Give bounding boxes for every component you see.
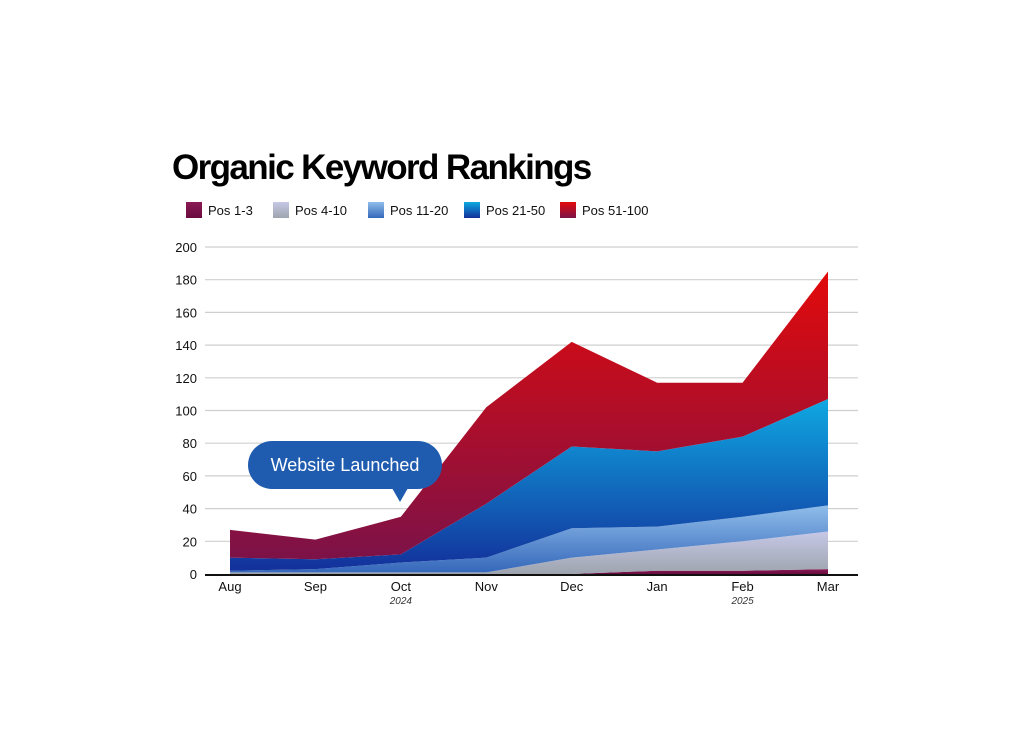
- y-tick-label: 200: [175, 240, 197, 255]
- y-tick-label: 20: [183, 534, 197, 549]
- x-tick-label: Dec: [560, 579, 584, 594]
- legend-swatch: [464, 202, 480, 218]
- x-tick-label: Aug: [218, 579, 241, 594]
- legend-item[interactable]: Pos 4-10: [273, 202, 347, 218]
- legend-item[interactable]: Pos 1-3: [186, 202, 253, 218]
- y-tick-label: 160: [175, 305, 197, 320]
- legend-swatch: [186, 202, 202, 218]
- legend-swatch: [273, 202, 289, 218]
- year-label: 2025: [730, 596, 754, 607]
- year-label: 2024: [389, 596, 413, 607]
- legend-label: Pos 11-20: [390, 202, 449, 218]
- x-tick-label: Mar: [817, 579, 840, 594]
- legend-label: Pos 21-50: [486, 202, 546, 218]
- area-pos-51-100: [230, 271, 828, 560]
- x-tick-label: Feb: [731, 579, 753, 594]
- y-tick-label: 180: [175, 273, 197, 288]
- annotation-website-launched: Website Launched: [248, 441, 442, 502]
- chart-title: Organic Keyword Rankings: [172, 148, 592, 187]
- x-tick-label: Jan: [647, 579, 668, 594]
- y-tick-label: 140: [175, 338, 197, 353]
- area-pos-21-50: [230, 399, 828, 571]
- y-tick-label: 120: [175, 371, 197, 386]
- legend-item[interactable]: Pos 11-20: [368, 202, 448, 218]
- y-tick-label: 40: [183, 502, 197, 517]
- legend-swatch: [560, 202, 576, 218]
- x-tick-label: Oct: [391, 579, 412, 594]
- legend-swatch: [368, 202, 384, 218]
- area-pos-1-3: [230, 569, 828, 574]
- legend-item[interactable]: Pos 51-100: [560, 202, 649, 218]
- area-pos-4-10: [230, 531, 828, 574]
- legend-label: Pos 51-100: [582, 202, 649, 218]
- legend-label: Pos 4-10: [295, 202, 348, 218]
- y-tick-label: 100: [175, 404, 197, 419]
- x-tick-label: Sep: [304, 579, 327, 594]
- y-tick-label: 80: [183, 436, 197, 451]
- y-tick-label: 0: [190, 567, 197, 582]
- x-tick-label: Nov: [475, 579, 499, 594]
- y-tick-label: 60: [183, 469, 197, 484]
- legend-item[interactable]: Pos 21-50: [464, 202, 545, 218]
- area-pos-11-20: [230, 505, 828, 573]
- legend-label: Pos 1-3: [208, 202, 253, 218]
